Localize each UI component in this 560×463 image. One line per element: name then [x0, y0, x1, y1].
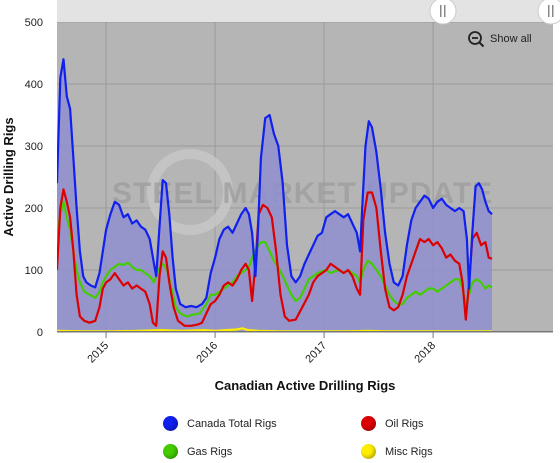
y-tick-label: 0	[37, 327, 43, 339]
x-tick-label: 2017	[303, 340, 329, 366]
legend-label-canada: Canada Total Rigs	[187, 417, 277, 430]
legend-marker-gas	[163, 444, 178, 459]
legend-label-gas: Gas Rigs	[187, 445, 233, 458]
y-axis-title: Active Drilling Rigs	[1, 117, 16, 236]
y-tick-label: 400	[25, 79, 43, 91]
legend-marker-canada	[163, 416, 178, 431]
navigator-right-handle[interactable]	[537, 0, 560, 25]
legend-item-canada[interactable]: Canada Total Rigs	[163, 416, 277, 431]
show-all-button[interactable]: Show all	[467, 30, 532, 48]
legend-label-misc: Misc Rigs	[385, 445, 433, 458]
zoom-navigator[interactable]	[57, 0, 560, 25]
legend-item-misc[interactable]: Misc Rigs	[361, 444, 433, 459]
x-axis-baseline	[57, 331, 553, 333]
x-tick-label: 2018	[412, 340, 438, 366]
y-tick-label: 100	[25, 265, 43, 277]
y-tick-label: 300	[25, 141, 43, 153]
show-all-label: Show all	[490, 33, 532, 45]
x-tick-label: 2015	[85, 340, 111, 366]
legend-item-oil[interactable]: Oil Rigs	[361, 416, 424, 431]
legend-item-gas[interactable]: Gas Rigs	[163, 444, 232, 459]
legend-marker-misc	[361, 444, 376, 459]
zoom-out-icon	[468, 31, 485, 48]
legend-label-oil: Oil Rigs	[385, 417, 424, 430]
navigator-left-handle[interactable]	[429, 0, 457, 25]
legend: Canada Total Rigs Oil Rigs Gas Rigs Misc…	[0, 404, 560, 463]
x-tick-label: 2016	[194, 340, 220, 366]
x-axis-title: Canadian Active Drilling Rigs	[215, 378, 396, 393]
legend-marker-oil	[361, 416, 376, 431]
series-line-oil[interactable]	[57, 188, 493, 327]
y-tick-label: 500	[25, 17, 43, 29]
navigator-track	[57, 0, 553, 22]
y-tick-label: 200	[25, 203, 43, 215]
series-line-canada[interactable]	[57, 58, 493, 309]
